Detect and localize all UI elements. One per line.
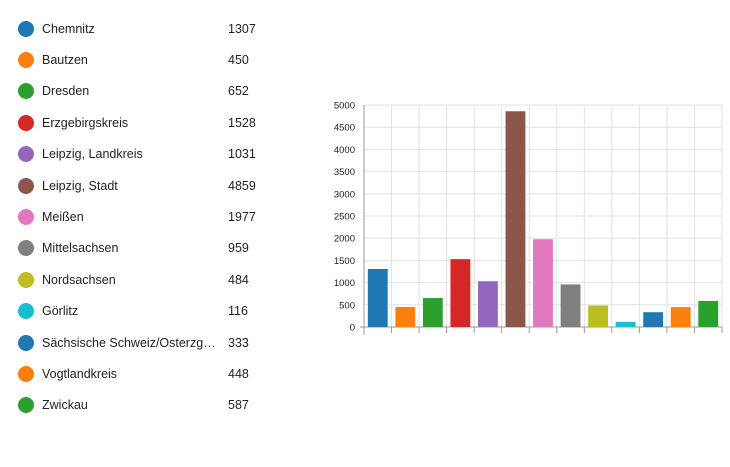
legend-color-swatch [18,303,34,320]
y-tick-label: 3000 [334,189,355,200]
bar [533,239,553,327]
legend-value: 484 [228,272,249,287]
legend-label: Dresden [42,84,90,99]
bar [698,300,719,327]
legend-color-swatch [18,271,34,288]
y-tick-label: 4500 [334,123,355,134]
legend-color-swatch [18,177,34,194]
legend-item[interactable]: Erzgebirgskreis 1528 [18,107,298,138]
legend-item[interactable]: Leipzig, Stadt 4859 [18,170,298,201]
legend-item[interactable]: Leipzig, Landkreis 1031 [18,139,298,170]
y-tick-label: 1000 [334,278,355,289]
legend-label: Leipzig, Stadt [42,178,118,193]
legend-label: Leipzig, Landkreis [42,147,143,162]
bar [422,298,443,327]
legend-color-swatch [18,397,34,414]
legend-value: 652 [228,84,249,99]
y-tick-label: 2000 [334,234,355,245]
legend-color-swatch [18,146,34,163]
y-tick-label: 4000 [334,145,355,156]
legend-value: 587 [228,398,249,413]
legend-color-swatch [18,114,34,131]
bar-chart: 0 500 1000 1500 2000 2500 3000 3500 4000 4500 5000 [334,101,723,335]
legend-value: 1528 [228,115,256,130]
legend-color-swatch [18,52,34,69]
legend-label: Zwickau [42,398,88,413]
legend-label: Vogtlandkreis [42,366,118,381]
legend-value: 959 [228,241,249,256]
legend-label: Nordsachsen [42,272,116,287]
bar [367,268,388,327]
legend-item[interactable]: Sächsische Schweiz/Osterzgeb... 333 [18,327,298,358]
chart-legend: Chemnitz 1307 Bautzen 450 Dresden 652 Erzgebir… [18,13,298,421]
bar [505,111,526,327]
legend-color-swatch [18,240,34,257]
bar [615,321,636,327]
legend-item[interactable]: Nordsachsen 484 [18,264,298,295]
legend-label: Erzgebirgskreis [42,115,129,130]
legend-item[interactable]: Meißen 1977 [18,201,298,232]
y-tick-label: 5000 [334,101,355,112]
legend-item[interactable]: Vogtlandkreis 448 [18,358,298,389]
bar [478,281,498,327]
y-tick-label: 3500 [334,167,355,178]
bar [588,305,608,327]
legend-label: Bautzen [42,53,88,68]
legend-value: 4859 [228,178,256,193]
legend-item[interactable]: Zwickau 587 [18,390,298,421]
y-tick-label: 0 [350,323,355,334]
legend-value: 116 [228,304,248,319]
legend-label: Meißen [42,210,84,225]
y-tick-label: 500 [339,300,355,311]
legend-color-swatch [18,20,34,37]
bar [670,307,691,327]
bar [560,284,581,327]
legend-value: 450 [228,53,249,68]
bar [643,312,664,327]
legend-item[interactable]: Mittelsachsen 959 [18,233,298,264]
y-tick-label: 1500 [334,256,355,267]
bar [395,307,416,327]
legend-value: 333 [228,335,249,350]
legend-item[interactable]: Görlitz 116 [18,296,298,327]
legend-item[interactable]: Chemnitz 1307 [18,13,298,44]
legend-value: 1307 [228,21,256,36]
legend-value: 1031 [228,147,256,162]
legend-label: Görlitz [42,304,79,319]
legend-value: 1977 [228,210,256,225]
legend-item[interactable]: Dresden 652 [18,76,298,107]
legend-label: Mittelsachsen [42,241,119,256]
bar [450,259,471,327]
legend-color-swatch [18,209,34,226]
legend-value: 448 [228,366,249,381]
legend-color-swatch [18,334,34,351]
y-tick-label: 2500 [334,212,355,223]
legend-color-swatch [18,365,34,382]
legend-color-swatch [18,83,34,100]
legend-label: Sächsische Schweiz/Osterzgeb... [42,335,218,350]
legend-item[interactable]: Bautzen 450 [18,44,298,75]
legend-label: Chemnitz [42,21,95,36]
